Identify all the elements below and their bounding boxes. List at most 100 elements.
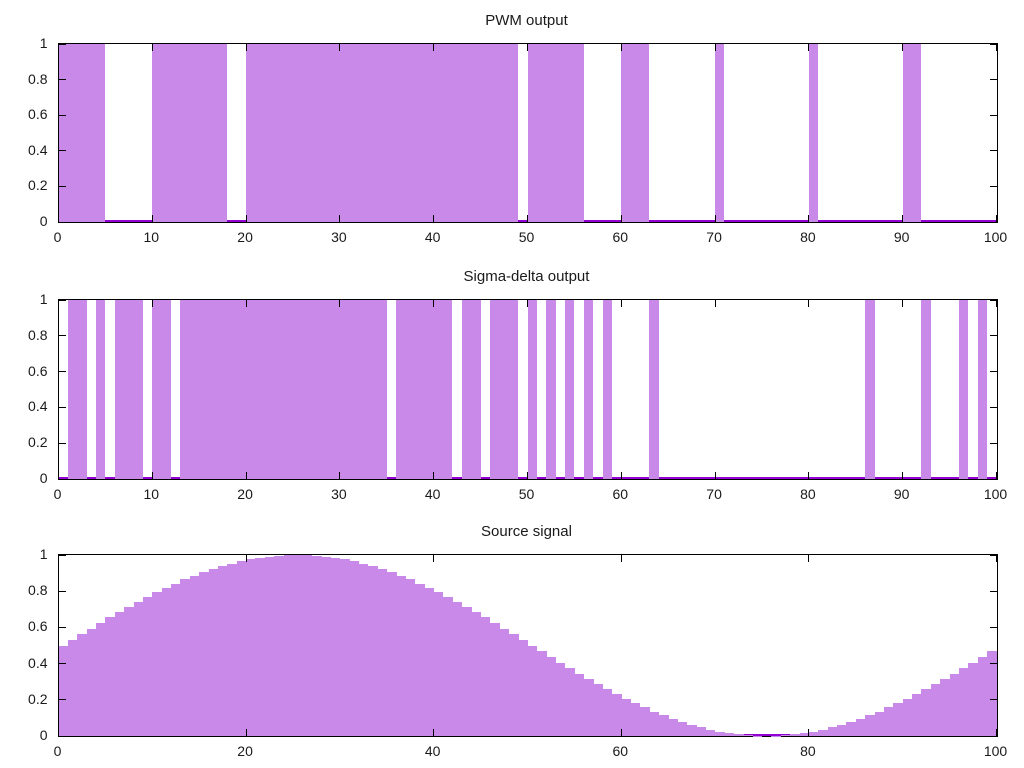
sample-bar	[189, 575, 200, 736]
sample-bar	[883, 707, 894, 736]
y-tick-label: 0.4	[28, 398, 48, 415]
sample-bar	[480, 617, 491, 736]
x-tick-label: 90	[893, 229, 910, 245]
y-tick-mark	[58, 150, 66, 152]
sample-bar	[686, 724, 697, 736]
y-tick-mark	[58, 554, 66, 556]
sample-bar	[114, 612, 125, 736]
x-tick-mark	[151, 215, 153, 222]
y-tick-mark	[989, 442, 997, 444]
pulse-bar	[96, 300, 106, 479]
sample-bar	[874, 711, 885, 736]
x-tick-mark	[620, 44, 622, 51]
x-tick-mark	[996, 555, 997, 562]
x-tick-mark	[339, 44, 341, 51]
sample-bar	[161, 587, 172, 736]
sample-bar	[677, 721, 688, 736]
sample-bar	[199, 572, 209, 736]
y-tick-label: 0.2	[28, 690, 48, 707]
x-tick-mark	[58, 215, 59, 222]
sample-bar	[246, 559, 256, 736]
x-tick-mark	[527, 300, 528, 307]
x-tick-label: 20	[237, 743, 253, 759]
x-tick-label: 50	[518, 229, 535, 245]
sample-bar	[293, 555, 303, 736]
y-tick-mark	[58, 371, 66, 373]
x-tick-mark	[902, 44, 904, 51]
x-tick-label: 80	[800, 486, 816, 502]
x-tick-label: 20	[237, 486, 253, 502]
y-tick-mark	[58, 79, 66, 81]
x-tick-mark	[714, 215, 716, 222]
x-tick-mark	[808, 44, 810, 51]
y-tick-mark	[989, 590, 997, 592]
sample-bar	[283, 555, 294, 736]
sample-bar	[696, 727, 707, 736]
pulse-bar	[67, 300, 87, 479]
x-tick-mark	[808, 729, 810, 736]
sample-bar	[780, 735, 791, 736]
sample-bar	[621, 698, 632, 736]
y-tick-label: 0.4	[28, 141, 48, 158]
sample-bar	[236, 561, 247, 736]
sample-bar	[414, 583, 425, 736]
sample-bar	[658, 715, 669, 736]
y-tick-label: 0.2	[28, 434, 48, 451]
y-tick-mark	[989, 478, 997, 480]
x-tick-mark	[433, 729, 435, 736]
x-tick-mark	[245, 555, 247, 562]
sample-bar	[424, 587, 435, 736]
x-tick-mark	[151, 472, 153, 479]
x-tick-mark	[58, 300, 59, 307]
x-tick-label: 90	[893, 486, 910, 502]
x-tick-label: 80	[800, 229, 816, 245]
sample-bar	[527, 645, 538, 736]
sample-bar	[902, 698, 913, 736]
sample-bar	[949, 673, 960, 736]
y-tick-mark	[58, 626, 66, 628]
sample-bar	[733, 734, 744, 736]
sample-bar	[152, 592, 163, 736]
sample-bar	[396, 575, 406, 736]
x-tick-mark	[620, 300, 622, 307]
y-tick-mark	[989, 114, 997, 116]
sample-bar	[818, 729, 829, 736]
sample-bar	[837, 724, 847, 736]
sample-bar	[958, 667, 969, 736]
x-tick-label: 70	[706, 229, 722, 245]
pulse-bar	[921, 300, 931, 479]
y-tick-mark	[989, 43, 997, 45]
sample-bar	[133, 601, 144, 736]
x-tick-label: 30	[331, 486, 347, 502]
x-tick-mark	[996, 729, 997, 736]
x-tick-mark	[714, 472, 716, 479]
y-tick-label: 0.6	[28, 106, 48, 123]
pulse-bar	[565, 300, 575, 479]
x-tick-mark	[620, 555, 622, 562]
x-tick-mark	[58, 472, 59, 479]
y-tick-label: 0	[39, 213, 48, 229]
pulse-bar	[621, 44, 650, 222]
x-tick-label: 60	[612, 229, 629, 245]
y-tick-mark	[58, 590, 66, 592]
sample-bar	[499, 628, 510, 736]
x-tick-mark	[433, 300, 435, 307]
sample-bar	[86, 628, 97, 736]
y-tick-mark	[989, 663, 997, 665]
sample-bar	[715, 731, 725, 736]
sample-bar	[555, 662, 566, 736]
sample-bar	[565, 667, 575, 736]
sample-bar	[536, 651, 547, 736]
x-tick-mark	[527, 44, 528, 51]
y-tick-label: 0.8	[28, 70, 48, 87]
sample-bar	[583, 678, 594, 736]
sample-bar	[471, 612, 481, 736]
x-tick-mark	[339, 300, 341, 307]
sample-bar	[808, 731, 819, 736]
sample-bar	[377, 569, 388, 736]
sample-bar	[58, 645, 69, 736]
y-tick-mark	[58, 335, 66, 337]
sample-bar	[630, 703, 641, 736]
x-tick-mark	[714, 44, 716, 51]
